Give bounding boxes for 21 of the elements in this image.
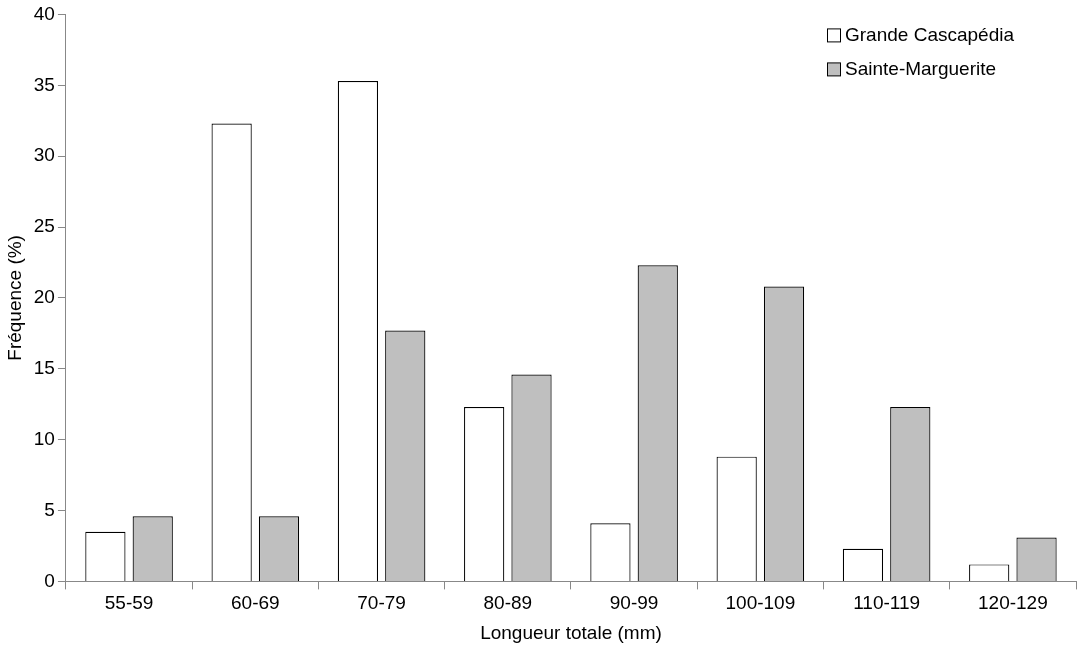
y-tick-label: 40 bbox=[33, 2, 55, 24]
x-tick-label: 60-69 bbox=[231, 592, 280, 614]
legend-label: Grande Cascapédia bbox=[845, 23, 1015, 45]
legend-label: Sainte-Marguerite bbox=[845, 57, 997, 79]
x-tick-label: 80-89 bbox=[483, 592, 533, 614]
y-tick-label: 25 bbox=[33, 215, 55, 237]
y-tick-label: 10 bbox=[33, 427, 55, 449]
y-tick-label: 0 bbox=[44, 569, 55, 591]
x-tick-label: 100-109 bbox=[725, 592, 796, 614]
y-tick-label: 35 bbox=[33, 73, 55, 95]
x-tick-label: 55-59 bbox=[104, 592, 154, 614]
y-tick-label: 5 bbox=[44, 498, 55, 520]
x-tick-label: 70-79 bbox=[357, 592, 406, 614]
y-tick-label: 20 bbox=[33, 286, 55, 308]
x-tick-label: 120-129 bbox=[978, 592, 1048, 614]
x-axis-title: Longueur totale (mm) bbox=[480, 621, 662, 643]
y-axis-title: Fréquence (%) bbox=[3, 235, 25, 361]
x-tick-label: 90-99 bbox=[609, 592, 659, 614]
y-tick-label: 15 bbox=[33, 357, 55, 379]
y-tick-label: 30 bbox=[33, 144, 55, 166]
x-tick-label: 110-119 bbox=[853, 592, 921, 614]
